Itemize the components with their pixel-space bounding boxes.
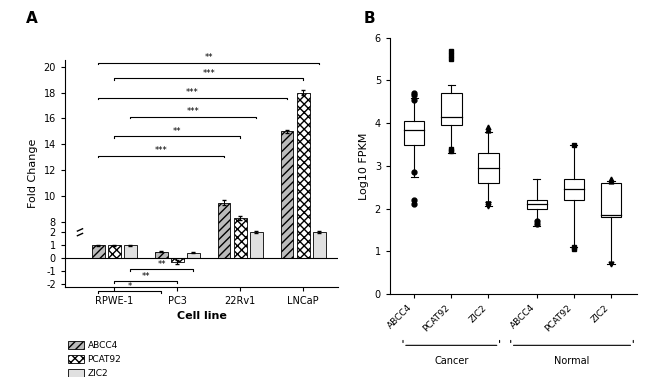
Bar <box>218 202 231 258</box>
Bar <box>526 200 547 208</box>
Text: A: A <box>26 11 38 26</box>
Bar <box>171 258 183 262</box>
Text: ***: *** <box>202 69 215 78</box>
Legend: ABCC4, PCAT92, ZIC2: ABCC4, PCAT92, ZIC2 <box>64 337 125 377</box>
Bar <box>155 251 168 258</box>
Text: Normal: Normal <box>554 356 590 366</box>
Bar <box>441 93 461 125</box>
Bar <box>108 245 121 258</box>
Bar <box>313 232 326 258</box>
Bar <box>250 232 263 258</box>
Bar <box>296 93 309 258</box>
Text: ***: *** <box>155 146 168 155</box>
Text: **: ** <box>142 271 150 280</box>
Text: ***: *** <box>187 107 200 116</box>
Text: Cancer: Cancer <box>434 356 469 366</box>
Bar <box>281 132 293 258</box>
Bar <box>404 121 424 144</box>
Y-axis label: Fold Change: Fold Change <box>28 139 38 208</box>
X-axis label: Cell line: Cell line <box>177 311 226 321</box>
Text: B: B <box>364 11 376 26</box>
Text: **: ** <box>204 53 213 62</box>
Text: **: ** <box>173 127 181 136</box>
Text: ***: *** <box>186 88 199 97</box>
Bar <box>124 245 136 258</box>
Bar <box>564 179 584 200</box>
Bar <box>478 153 499 183</box>
Text: **: ** <box>157 260 166 269</box>
Bar <box>601 183 621 217</box>
Y-axis label: Log10 FPKM: Log10 FPKM <box>359 132 369 199</box>
Bar <box>234 218 246 258</box>
Text: *: * <box>127 282 132 291</box>
Bar <box>92 245 105 258</box>
Bar <box>187 253 200 258</box>
